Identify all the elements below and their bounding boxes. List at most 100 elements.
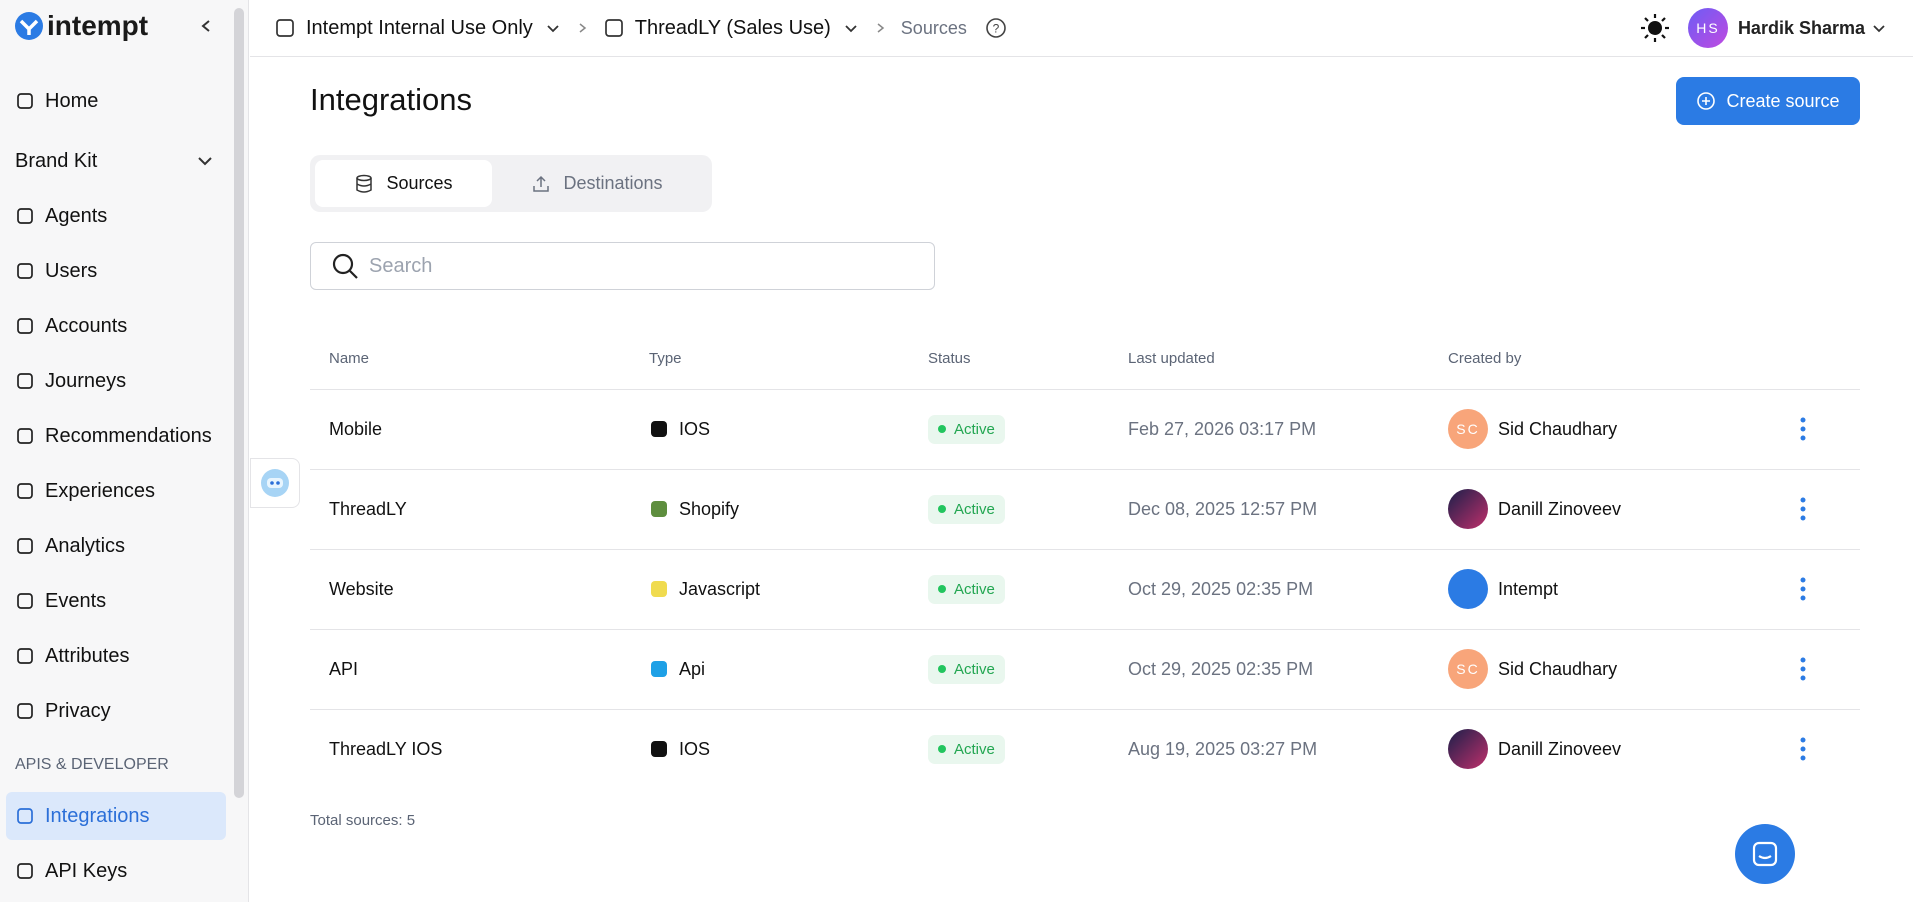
row-menu[interactable]	[1798, 416, 1808, 442]
user-name[interactable]: Hardik Sharma	[1737, 17, 1865, 38]
nav-item[interactable]: Privacy	[6, 687, 226, 735]
breadcrumb[interactable]: Sources	[901, 18, 967, 39]
nav-label: Experiences	[45, 479, 156, 502]
nav-label: Events	[45, 589, 107, 612]
upload-icon	[533, 175, 550, 192]
type-label: IOS	[679, 738, 711, 759]
nav-item[interactable]: Brand Kit	[6, 137, 226, 185]
nav-item[interactable]: Journeys	[6, 357, 226, 405]
separator	[579, 23, 586, 33]
source-name[interactable]: Website	[329, 578, 394, 599]
column-header: Last updated	[1128, 350, 1215, 367]
separator-path	[579, 23, 586, 33]
chat-button[interactable]	[1735, 824, 1795, 884]
icon	[17, 208, 33, 224]
nav-item[interactable]: API Keys	[6, 847, 226, 895]
database-icon	[356, 174, 373, 193]
nav-label: API Keys	[45, 859, 128, 882]
icon	[17, 863, 33, 879]
breadcrumb[interactable]: ThreadLY (Sales Use)	[603, 17, 859, 40]
source-name[interactable]: ThreadLY	[329, 498, 407, 519]
nav-label: Accounts	[45, 314, 128, 337]
row-menu[interactable]	[1798, 496, 1808, 522]
created-by: Danill Zinoveev	[1448, 729, 1621, 769]
icon	[17, 428, 33, 444]
creator-avatar	[1448, 729, 1488, 769]
create-source-button[interactable]: Create source	[1676, 77, 1860, 125]
chevron-path	[198, 157, 212, 166]
tab-destinations[interactable]: Destinations	[502, 160, 692, 207]
theme-toggle[interactable]	[1640, 13, 1670, 43]
status-cell: Active	[928, 569, 1005, 609]
user-avatar[interactable]: HS	[1687, 8, 1728, 48]
separator-path	[877, 23, 884, 33]
brand: intempt	[14, 10, 148, 42]
row-menu[interactable]	[1798, 736, 1808, 762]
status-badge: Active	[928, 574, 1005, 604]
column-header: Type	[649, 350, 682, 367]
nav-item[interactable]: Analytics	[6, 522, 226, 570]
nav-label: Home	[45, 89, 99, 112]
nav-label: Attributes	[45, 644, 130, 667]
user-menu-chevron[interactable]	[1871, 20, 1887, 36]
icon-shape	[17, 593, 33, 609]
nav-item[interactable]: Experiences	[6, 467, 226, 515]
icon-shape	[276, 19, 294, 37]
help-icon[interactable]: ?	[983, 15, 1009, 41]
created-by: Intempt	[1448, 569, 1558, 609]
icon-shape	[17, 538, 33, 554]
assistant-button[interactable]	[250, 458, 300, 508]
icon-shape	[17, 428, 33, 444]
row-divider	[310, 709, 1860, 710]
status-badge: Active	[928, 414, 1005, 444]
breadcrumb[interactable]: Intempt Internal Use Only	[274, 17, 561, 40]
row-menu[interactable]	[1798, 576, 1808, 602]
menu-dot	[1800, 746, 1806, 752]
type-label: Api	[679, 658, 706, 679]
icon-shape	[17, 263, 33, 279]
icon	[17, 648, 33, 664]
search-icon	[332, 253, 358, 279]
separator	[877, 23, 884, 33]
collapse-button[interactable]	[198, 18, 214, 34]
nav-item[interactable]: Integrations	[6, 792, 226, 840]
nav-item[interactable]: Attributes	[6, 632, 226, 680]
nav-item[interactable]: Recommendations	[6, 412, 226, 460]
breadcrumbs: Intempt Internal Use Only ThreadLY (Sales…	[274, 17, 967, 40]
menu-dot	[1800, 426, 1806, 432]
nav-item[interactable]: Agents	[6, 192, 226, 240]
last-updated: Dec 08, 2025 12:57 PM	[1128, 498, 1318, 519]
row-menu[interactable]	[1798, 656, 1808, 682]
breadcrumb-label: Sources	[900, 17, 967, 38]
creator-name: Danill Zinoveev	[1498, 498, 1622, 519]
source-name[interactable]: API	[329, 658, 359, 679]
icon	[17, 703, 33, 719]
created-by: SC Sid Chaudhary	[1448, 649, 1617, 689]
icon-shape	[17, 93, 33, 109]
source-name[interactable]: Mobile	[329, 418, 383, 439]
tab-sources[interactable]: Sources	[315, 160, 492, 207]
nav-item[interactable]: Users	[6, 247, 226, 295]
menu-dot	[1800, 497, 1806, 503]
icon	[17, 318, 33, 334]
last-updated: Oct 29, 2025 02:35 PM	[1128, 658, 1314, 679]
creator-avatar	[1448, 569, 1488, 609]
menu-dot	[1800, 515, 1806, 521]
source-name[interactable]: ThreadLY IOS	[329, 738, 443, 759]
nav-item[interactable]: Accounts	[6, 302, 226, 350]
source-type: Shopify	[649, 489, 739, 529]
search-box[interactable]: Search	[310, 242, 935, 290]
nav-item[interactable]: Home	[6, 77, 226, 125]
icon	[17, 808, 33, 824]
icon-shape	[17, 863, 33, 879]
nav-item[interactable]: Events	[6, 577, 226, 625]
menu-dot	[1800, 435, 1806, 441]
icon-shape	[17, 483, 33, 499]
status-cell: Active	[928, 489, 1005, 529]
nav-label: Journeys	[45, 369, 127, 392]
last-updated: Oct 29, 2025 02:35 PM	[1128, 578, 1314, 599]
source-type: Api	[649, 649, 705, 689]
icon	[17, 593, 33, 609]
brand-logo	[15, 12, 43, 40]
